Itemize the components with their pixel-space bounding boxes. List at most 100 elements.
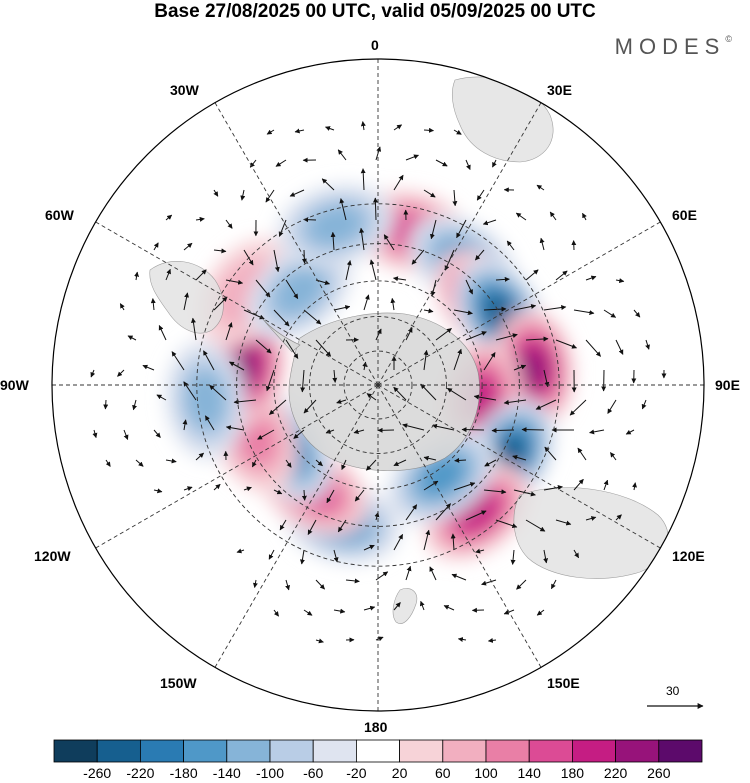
wind-vector — [615, 278, 625, 284]
latitude-circle — [309, 316, 447, 454]
wind-vector — [225, 219, 233, 229]
wind-vector — [326, 489, 335, 504]
wind-vector — [213, 483, 221, 491]
wind-vector — [543, 485, 563, 491]
map-boundary — [51, 58, 705, 712]
wind-vector — [544, 446, 557, 461]
wind-vector — [341, 459, 347, 471]
wind-vector — [536, 609, 545, 616]
wind-vector — [255, 279, 271, 298]
wind-vector — [506, 240, 515, 251]
wind-vector — [353, 429, 365, 434]
wind-vector — [251, 459, 257, 468]
wind-vector — [127, 335, 137, 341]
wind-vector — [495, 519, 518, 529]
wind-vector — [481, 579, 497, 586]
wind-vector — [645, 339, 650, 350]
wind-vector — [446, 387, 467, 401]
antarctica — [288, 312, 480, 472]
wind-vector — [153, 242, 159, 251]
wind-vector — [273, 609, 280, 617]
colorbar-tick-label: 100 — [474, 765, 498, 781]
wind-vector — [603, 309, 617, 318]
wind-vector — [443, 605, 455, 611]
wind-vector — [225, 279, 244, 285]
wind-vector — [209, 384, 227, 401]
wind-vector — [589, 429, 605, 435]
wind-vector — [632, 482, 637, 491]
wind-vector — [543, 305, 567, 311]
brand-logo: MODES© — [615, 34, 732, 60]
wind-vector — [451, 573, 467, 581]
wind-vector — [229, 361, 245, 371]
wind-vector — [265, 189, 275, 203]
wind-vector — [482, 219, 497, 226]
wind-vector — [549, 211, 557, 221]
map-disc — [52, 59, 704, 711]
wind-vector — [134, 271, 140, 281]
wind-vector — [516, 579, 527, 590]
wind-vector — [487, 637, 497, 643]
lon-label-0: 0 — [371, 37, 379, 53]
wind-vector — [330, 231, 336, 251]
brand-text: MODES — [614, 34, 726, 59]
wind-vector — [393, 276, 407, 282]
wind-vector — [285, 459, 292, 468]
australia — [513, 487, 669, 579]
wind-vector — [510, 549, 516, 565]
wind-vector — [325, 429, 335, 434]
wind-vector — [375, 328, 382, 341]
wind-vector — [257, 429, 275, 440]
wind-vector — [555, 270, 568, 281]
wind-vector — [279, 519, 287, 531]
wind-vector — [495, 276, 510, 282]
wind-vector — [268, 549, 275, 560]
wind-vector — [345, 578, 360, 584]
wind-vector — [183, 242, 193, 251]
wind-vector — [225, 322, 233, 341]
wind-vector — [419, 600, 425, 611]
wind-vector — [362, 361, 368, 371]
wind-vector — [195, 269, 207, 281]
wind-vector — [165, 214, 173, 221]
wind-vector — [315, 339, 332, 357]
wind-vector — [555, 339, 577, 349]
wind-vector — [165, 268, 171, 281]
wind-vector — [383, 234, 395, 251]
wind-vector — [473, 394, 497, 401]
wind-vector — [156, 394, 167, 401]
wind-vector — [476, 189, 485, 201]
wind-vector — [203, 350, 215, 371]
lon-label-30w: 30W — [170, 82, 199, 98]
colorbar-tick-label: -260 — [83, 765, 112, 781]
wind-vector — [625, 429, 635, 435]
wind-vector — [465, 331, 487, 341]
wind-vector — [165, 458, 177, 464]
wind-vector — [366, 393, 377, 401]
wind-vector — [103, 399, 109, 410]
lon-label-120e: 120E — [672, 548, 705, 564]
wind-vector — [303, 309, 322, 325]
lon-label-90w: 90W — [0, 377, 29, 393]
wind-vector — [303, 217, 317, 223]
wind-vector — [266, 129, 275, 135]
colorbar-tick-label: 60 — [435, 765, 451, 781]
wind-vector — [360, 121, 366, 131]
wind-vector — [285, 279, 299, 300]
wind-vector — [402, 423, 425, 431]
wind-vector — [453, 309, 473, 316]
wind-vector — [158, 325, 167, 341]
wind-vector — [555, 519, 572, 526]
wind-vector — [301, 489, 307, 501]
wind-vector — [273, 309, 290, 327]
wind-vector — [360, 168, 366, 191]
wind-vector — [423, 127, 434, 133]
wind-vector — [513, 364, 527, 371]
wind-vector — [123, 429, 129, 440]
meridian-line — [95, 221, 379, 386]
wind-vector — [132, 399, 137, 411]
wind-vector — [275, 159, 287, 167]
wind-vector — [285, 579, 290, 591]
wind-vector — [105, 459, 111, 467]
wind-vector — [535, 399, 557, 410]
